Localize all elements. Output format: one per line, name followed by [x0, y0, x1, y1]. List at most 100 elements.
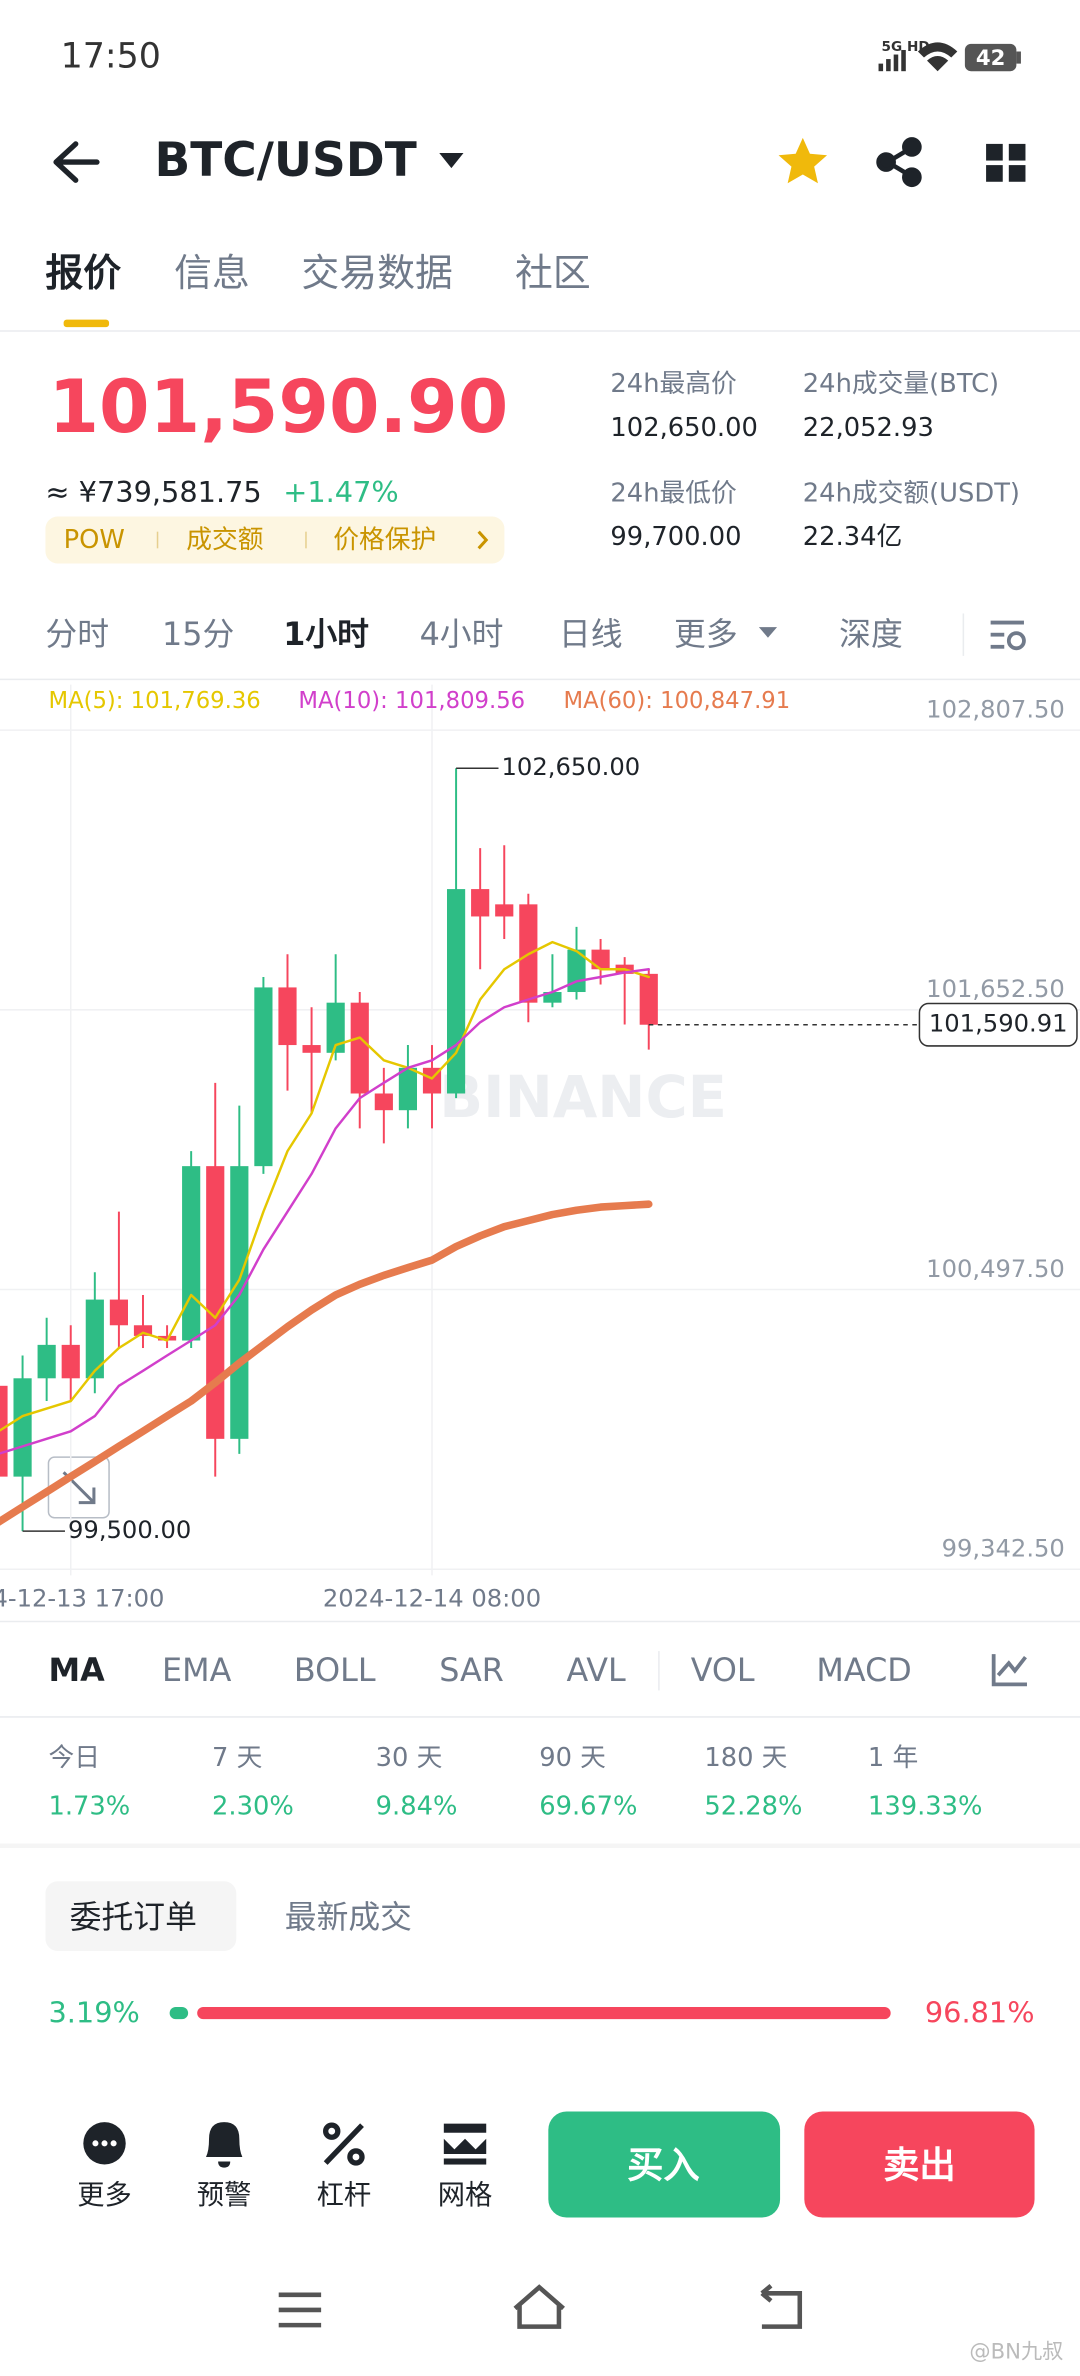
- indicator-tab[interactable]: BOLL: [294, 1652, 376, 1689]
- tab-indicator: [63, 319, 110, 328]
- back-button[interactable]: [53, 141, 100, 183]
- pair-title[interactable]: BTC/USDT: [155, 133, 417, 188]
- active-order-tab[interactable]: [45, 1881, 237, 1951]
- interval[interactable]: 更多: [674, 616, 738, 653]
- return-value: 139.33%: [868, 1792, 983, 1822]
- stat-label: 24h最高价: [610, 369, 736, 399]
- candle-body: [133, 1325, 153, 1336]
- tag[interactable]: 价格保护: [333, 525, 436, 555]
- grid-cell: [986, 165, 1003, 182]
- candle-body: [350, 1002, 369, 1094]
- sell-label[interactable]: 卖出: [883, 2144, 956, 2187]
- order-tab[interactable]: 委托订单: [70, 1899, 197, 1936]
- return-value: 2.30%: [212, 1792, 294, 1822]
- wifi-icon: [917, 42, 958, 72]
- last-price: 101,590.90: [48, 366, 508, 450]
- action-label[interactable]: 更多: [77, 2180, 132, 2211]
- tag[interactable]: 成交额: [186, 525, 263, 555]
- tab[interactable]: 社区: [515, 251, 591, 295]
- interval[interactable]: 15分: [162, 616, 234, 653]
- tag[interactable]: POW: [64, 525, 125, 555]
- more-dots: [92, 2140, 117, 2147]
- menu-key[interactable]: [278, 2292, 322, 2328]
- candle-body: [591, 949, 610, 970]
- cny-price: ≈ ¥739,581.75: [45, 475, 261, 509]
- back-key[interactable]: [760, 2283, 803, 2329]
- grid-trading-icon[interactable]: [443, 2123, 487, 2165]
- signal-bar: [893, 54, 899, 72]
- candle-body: [495, 904, 514, 917]
- grid-cell: [1008, 165, 1026, 182]
- action-label[interactable]: 网格: [438, 2180, 493, 2211]
- candle-body: [206, 1166, 225, 1439]
- grid-cell: [986, 143, 1003, 161]
- return-period: 30 天: [376, 1743, 443, 1773]
- tag-strip[interactable]: [45, 516, 505, 564]
- watermark: @BN九叔: [969, 2338, 1063, 2363]
- buy-label[interactable]: 买入: [627, 2144, 700, 2187]
- tab[interactable]: 信息: [174, 251, 250, 295]
- candle-body: [61, 1344, 80, 1379]
- alert-icon[interactable]: [206, 2122, 243, 2168]
- pair-dropdown[interactable]: [439, 152, 464, 169]
- ratio-segment: [169, 2007, 189, 2020]
- candle-body: [398, 1067, 418, 1111]
- buy-button[interactable]: [548, 2111, 781, 2218]
- low-label: 99,500.00: [68, 1516, 191, 1544]
- sell-button[interactable]: [804, 2111, 1035, 2218]
- ma-line: [0, 940, 650, 1432]
- stat-label: 24h成交额(USDT): [803, 478, 1020, 508]
- grid-cell: [1008, 143, 1026, 161]
- candle-body: [254, 987, 273, 1167]
- indicator-settings-icon[interactable]: [991, 1654, 1027, 1687]
- ma-line: [0, 1200, 653, 1526]
- return-value: 52.28%: [704, 1792, 802, 1822]
- system-nav: [278, 2283, 803, 2329]
- action-label[interactable]: 预警: [197, 2180, 252, 2211]
- indicator-tab[interactable]: EMA: [162, 1652, 232, 1689]
- order-tab[interactable]: 最新成交: [285, 1899, 412, 1936]
- leverage-icon[interactable]: [323, 2122, 365, 2166]
- layout-button[interactable]: [986, 143, 1026, 182]
- candle-body: [109, 1299, 128, 1326]
- share-dot: [876, 152, 896, 172]
- stat-value: 99,700.00: [610, 522, 741, 552]
- return-value: 69.67%: [539, 1792, 637, 1822]
- indicator-tab[interactable]: SAR: [439, 1652, 504, 1689]
- icon-dot: [323, 2122, 341, 2140]
- y-tick-label: 99,342.50: [942, 1535, 1065, 1563]
- legend-entry: MA(10): 101,809.56: [298, 688, 525, 714]
- interval[interactable]: 4小时: [420, 616, 504, 653]
- interval[interactable]: 分时: [45, 616, 109, 653]
- chart-settings-icon[interactable]: [990, 620, 1026, 651]
- status-icons: [878, 42, 1021, 72]
- interval[interactable]: 1小时: [283, 616, 369, 653]
- sell-ratio: 96.81%: [925, 1996, 1035, 2030]
- candle-body: [0, 1385, 8, 1477]
- legend-entry: MA(5): 101,769.36: [48, 688, 260, 714]
- favorite-star[interactable]: [778, 137, 828, 184]
- tab[interactable]: 交易数据: [301, 251, 452, 295]
- tab[interactable]: 报价: [45, 251, 121, 295]
- home-key[interactable]: [513, 2284, 565, 2329]
- interval[interactable]: 深度: [839, 616, 903, 653]
- candle-body: [37, 1344, 56, 1379]
- indicator-tab[interactable]: MACD: [816, 1652, 911, 1689]
- icon-line: [323, 2123, 364, 2165]
- share-dot: [902, 137, 922, 157]
- candle-body: [543, 992, 562, 1003]
- candle-body: [446, 889, 466, 1094]
- indicator-tab[interactable]: AVL: [567, 1652, 626, 1689]
- share-button[interactable]: [876, 137, 922, 188]
- chart: BINANCE 99,342.50 100,497.50 101,652.50 102,…: [0, 684, 1080, 1613]
- indicator-tab[interactable]: MA: [48, 1652, 105, 1689]
- icon-gear: [1006, 631, 1026, 651]
- interval[interactable]: 日线: [559, 616, 623, 653]
- indicator-tab[interactable]: VOL: [691, 1652, 755, 1689]
- legend-entry: MA(60): 100,847.91: [563, 688, 790, 714]
- action-label[interactable]: 杠杆: [317, 2180, 372, 2211]
- dot: [101, 2140, 108, 2147]
- candle-body: [182, 1166, 201, 1341]
